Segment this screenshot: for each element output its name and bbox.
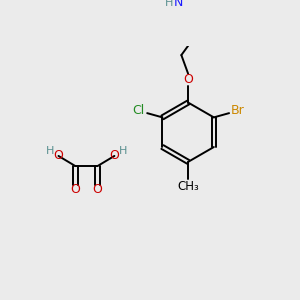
Text: O: O bbox=[183, 73, 193, 86]
Text: N: N bbox=[174, 0, 184, 9]
Text: H: H bbox=[165, 0, 174, 8]
Text: H: H bbox=[46, 146, 54, 156]
Text: H: H bbox=[119, 146, 127, 156]
Text: O: O bbox=[110, 149, 119, 162]
Text: CH₃: CH₃ bbox=[177, 180, 199, 193]
Text: Br: Br bbox=[231, 104, 244, 117]
Text: O: O bbox=[92, 183, 102, 196]
Text: O: O bbox=[53, 149, 63, 162]
Text: O: O bbox=[70, 183, 80, 196]
Text: Cl: Cl bbox=[133, 104, 145, 117]
